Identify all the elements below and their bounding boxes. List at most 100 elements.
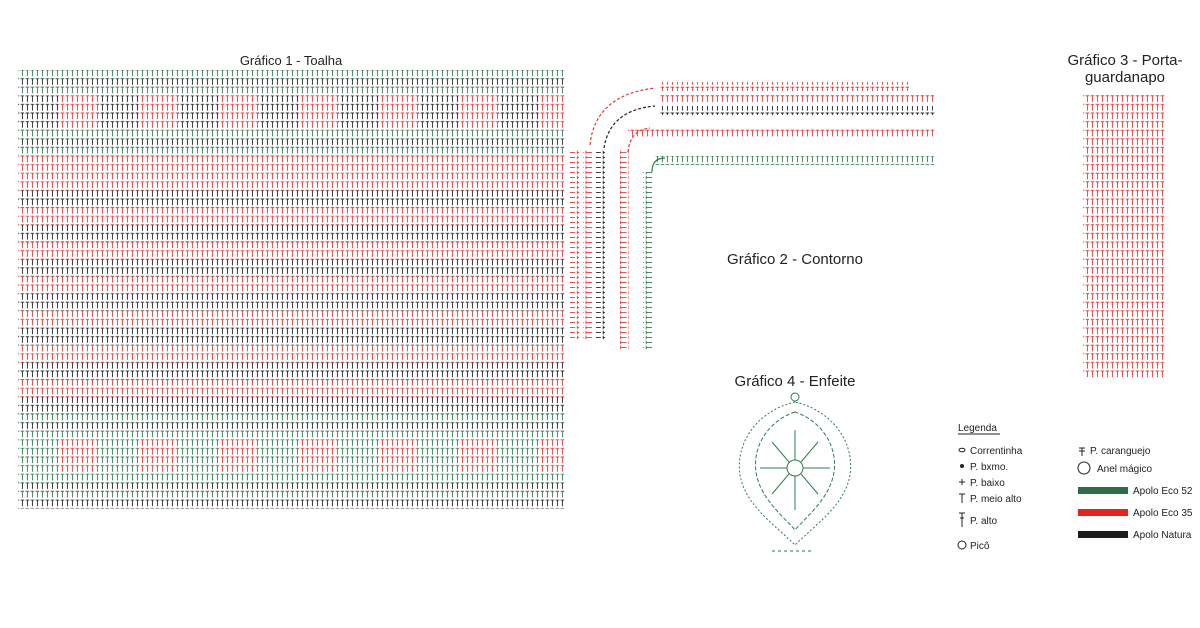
stitch-row xyxy=(18,259,565,268)
ornament-chart xyxy=(738,392,852,552)
stitch-row xyxy=(298,113,338,122)
stitch-row xyxy=(258,95,298,105)
legend-label: Correntinha xyxy=(970,446,1023,457)
stitch-row xyxy=(18,267,565,277)
stitch-row xyxy=(418,439,458,449)
stitch-row xyxy=(258,465,298,475)
stitch-row xyxy=(338,448,378,457)
stitch-row xyxy=(18,95,58,105)
legend-label: Anel mágico xyxy=(1097,464,1152,475)
stitch-row xyxy=(138,457,178,466)
stitch-row xyxy=(458,457,498,466)
stitch-row xyxy=(18,70,565,79)
stitch-row xyxy=(18,138,565,148)
stitch-row xyxy=(418,113,458,122)
stitch-row xyxy=(58,95,98,105)
stitch-row xyxy=(258,439,298,449)
icon xyxy=(1079,447,1085,456)
stitch-row xyxy=(655,156,935,165)
stitch-row xyxy=(458,448,498,457)
stitch-row xyxy=(218,457,258,466)
stitch-row xyxy=(138,439,178,449)
stitch-row xyxy=(538,121,565,131)
stitch-row xyxy=(18,448,58,457)
stitch-row xyxy=(98,95,138,105)
stitch-column xyxy=(570,150,579,340)
stitch-row xyxy=(18,474,565,483)
stitch-row xyxy=(138,104,178,113)
magic-ring xyxy=(786,459,804,477)
stitch-row xyxy=(298,465,338,475)
stitch-row xyxy=(458,113,498,122)
stitch-row xyxy=(18,224,565,234)
legend-title: Legenda xyxy=(958,423,997,434)
stitch-row xyxy=(538,104,565,113)
picot xyxy=(790,392,800,402)
stitch-row xyxy=(418,448,458,457)
stitch-row xyxy=(138,95,178,105)
stitch-row xyxy=(378,457,418,466)
stitch-row xyxy=(18,353,565,363)
stitch-row xyxy=(18,207,565,217)
stitch-row xyxy=(338,113,378,122)
ornament-stitches xyxy=(760,430,830,510)
icon xyxy=(1077,461,1091,475)
stitch-row xyxy=(258,121,298,131)
stitch-row xyxy=(258,448,298,457)
stitch-column xyxy=(583,150,592,340)
stitch-row xyxy=(18,190,565,199)
stitch-row xyxy=(178,439,218,449)
stitch-row xyxy=(18,345,565,354)
stitch-row xyxy=(218,95,258,105)
stitch-row xyxy=(18,500,565,509)
stitch-row xyxy=(178,104,218,113)
stitch-row xyxy=(498,465,538,475)
corner xyxy=(589,87,656,146)
stitch-row xyxy=(178,448,218,457)
stitch-row xyxy=(178,113,218,122)
stitch-row xyxy=(18,405,565,414)
yarn-swatch xyxy=(1078,487,1128,494)
stitch-row xyxy=(98,457,138,466)
stitch-row xyxy=(458,121,498,131)
stitch-row xyxy=(498,95,538,105)
stitch-row xyxy=(58,465,98,475)
stitch-row xyxy=(418,121,458,131)
stitch-row xyxy=(18,482,565,492)
stitch-row xyxy=(298,457,338,466)
stitch-row xyxy=(378,439,418,449)
towel-chart xyxy=(18,70,565,509)
stitch-row xyxy=(18,199,565,208)
stitch-row xyxy=(498,439,538,449)
stitch-row xyxy=(138,465,178,475)
icon xyxy=(959,493,965,503)
stitch-row xyxy=(18,319,565,328)
stitch-row xyxy=(660,94,935,103)
stitch-row xyxy=(298,95,338,105)
legend-label: Apolo Natura xyxy=(1133,530,1192,541)
stitch-row xyxy=(18,336,565,346)
stitch-row xyxy=(18,388,565,397)
stitch-row xyxy=(98,104,138,113)
stitch-row xyxy=(258,457,298,466)
legend-label: Picô xyxy=(970,541,990,552)
stitch-row xyxy=(538,95,565,105)
chart-title: Gráfico 2 - Contorno xyxy=(727,251,863,268)
stitch-row xyxy=(178,465,218,475)
stitch-row xyxy=(18,379,565,389)
stitch-row xyxy=(660,106,935,115)
ornament-ring xyxy=(754,411,836,531)
stitch-row xyxy=(418,104,458,113)
stitch-row xyxy=(660,82,910,91)
stitch-row xyxy=(98,113,138,122)
yarn-swatch xyxy=(1078,509,1128,516)
legend-label: P. bxmo. xyxy=(970,462,1008,473)
stitch-row xyxy=(178,121,218,131)
stitch-row xyxy=(538,439,565,449)
stitch-row xyxy=(218,104,258,113)
stitch-row xyxy=(338,457,378,466)
stitch-row xyxy=(98,465,138,475)
stitch-row xyxy=(458,95,498,105)
stitch-row xyxy=(18,491,565,500)
